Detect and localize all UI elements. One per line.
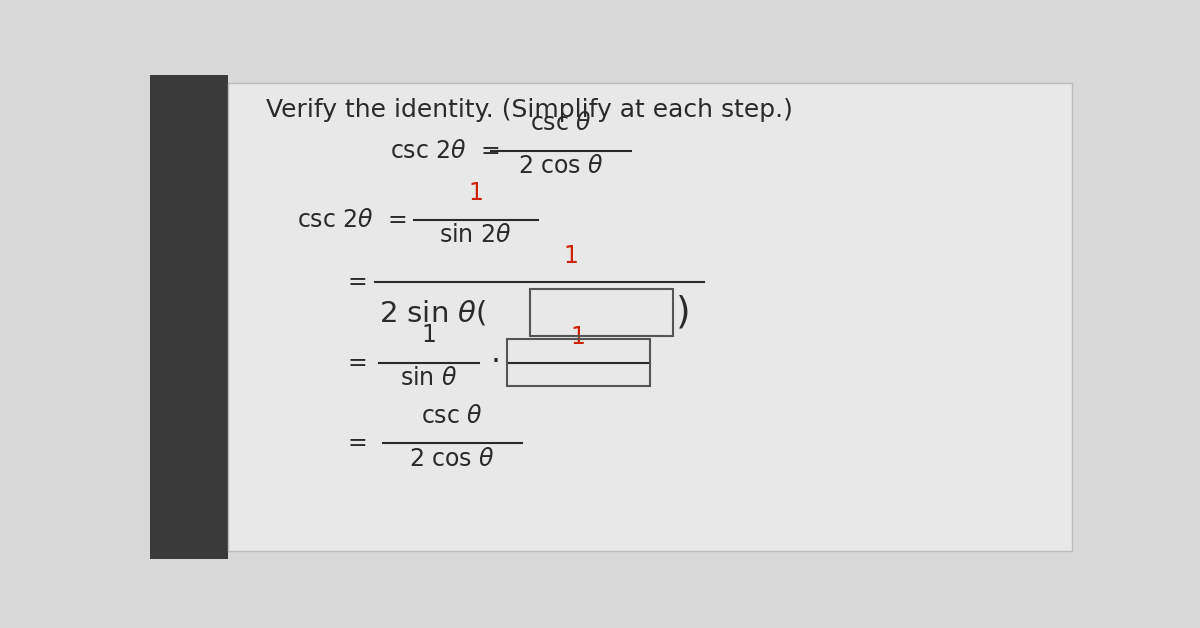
Text: csc 2$\theta$  =: csc 2$\theta$ = (390, 139, 500, 163)
Text: 1: 1 (571, 325, 586, 349)
Bar (506, 340, 650, 386)
Text: =: = (348, 350, 367, 374)
Text: 2 cos $\theta$: 2 cos $\theta$ (518, 154, 604, 178)
Text: ): ) (677, 295, 691, 330)
Text: sin 2$\theta$: sin 2$\theta$ (439, 223, 511, 247)
Text: 2 sin $\theta$(: 2 sin $\theta$( (379, 298, 486, 327)
Bar (150, 75, 228, 559)
Text: 1: 1 (468, 181, 482, 205)
Bar (529, 290, 673, 335)
Text: 1: 1 (421, 323, 437, 347)
Text: Verify the identity. (Simplify at each step.): Verify the identity. (Simplify at each s… (266, 99, 793, 122)
Text: csc $\theta$: csc $\theta$ (530, 111, 592, 136)
Text: sin $\theta$: sin $\theta$ (401, 365, 457, 389)
Text: ·: · (491, 347, 502, 378)
Text: =: = (348, 431, 367, 455)
Text: 2 cos $\theta$: 2 cos $\theta$ (409, 447, 496, 470)
Text: csc 2$\theta$  =: csc 2$\theta$ = (298, 208, 407, 232)
Text: =: = (348, 269, 367, 294)
Text: 1: 1 (563, 244, 578, 268)
Text: csc $\theta$: csc $\theta$ (421, 404, 484, 428)
